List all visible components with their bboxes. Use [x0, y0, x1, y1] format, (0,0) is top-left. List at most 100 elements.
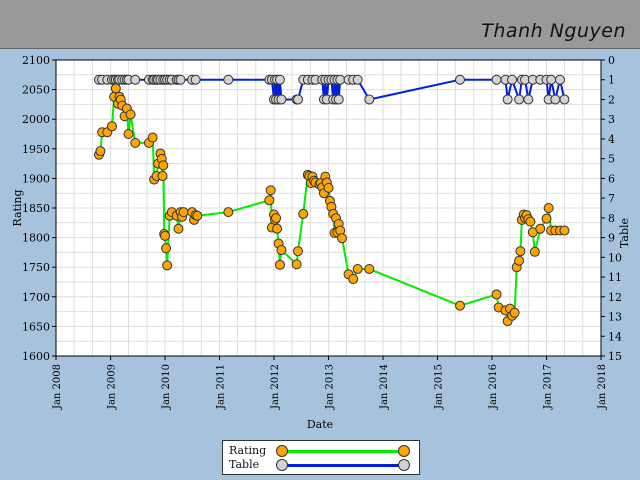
y-tick-label: 1600: [22, 350, 50, 363]
point-table: [292, 94, 303, 105]
y-tick-label: 1650: [22, 320, 50, 333]
point-rating: [173, 223, 184, 234]
point-rating: [292, 246, 303, 257]
legend-line-table: [281, 464, 403, 467]
y-axis-label: Rating: [11, 189, 24, 226]
point-rating: [95, 146, 106, 157]
point-rating: [559, 225, 570, 236]
x-tick-label: Jan 2016: [488, 364, 499, 410]
point-table: [550, 94, 561, 105]
point-table: [491, 74, 502, 85]
point-rating: [291, 259, 302, 270]
point-table: [274, 74, 285, 85]
point-table: [523, 94, 534, 105]
y2-tick-label: 12: [608, 291, 622, 304]
point-rating: [541, 213, 552, 224]
point-rating: [514, 255, 525, 266]
point-table: [175, 74, 186, 85]
point-rating: [178, 207, 189, 218]
point-rating: [535, 223, 546, 234]
legend-marker-table: [398, 459, 410, 471]
legend-marker-rating: [398, 445, 410, 457]
x-tick-label: Jan 2012: [270, 364, 281, 410]
point-rating: [323, 182, 334, 193]
x-tick-label: Jan 2009: [107, 364, 118, 410]
point-table: [335, 74, 346, 85]
legend-line-rating: [281, 450, 403, 453]
y-tick-label: 2000: [22, 113, 50, 126]
point-rating: [348, 274, 359, 285]
y-tick-label: 1750: [22, 261, 50, 274]
y2-tick-label: 1: [608, 74, 615, 87]
x-tick-label: Jan 2015: [433, 364, 444, 410]
point-rating: [130, 137, 141, 148]
legend-marker-rating: [276, 445, 288, 457]
point-rating: [106, 121, 117, 132]
point-rating: [274, 259, 285, 270]
y2-tick-label: 0: [608, 54, 615, 67]
series-line-rating: [98, 88, 565, 322]
y-tick-label: 1900: [22, 172, 50, 185]
y-tick-label: 1950: [22, 143, 50, 156]
point-rating: [491, 289, 502, 300]
point-rating: [160, 230, 171, 241]
y-tick-label: 1800: [22, 232, 50, 245]
y-tick-label: 2050: [22, 84, 50, 97]
point-rating: [276, 245, 287, 256]
point-rating: [147, 132, 158, 143]
legend-item-rating: Rating: [223, 444, 419, 458]
point-rating: [158, 160, 169, 171]
point-table: [554, 74, 565, 85]
point-rating: [162, 260, 173, 271]
y2-tick-label: 15: [608, 350, 622, 363]
x-tick-label: Jan 2014: [379, 364, 390, 410]
y2-tick-label: 14: [608, 330, 622, 343]
y-tick-label: 2100: [22, 54, 50, 67]
point-table: [276, 94, 287, 105]
legend-label-rating: Rating: [229, 444, 267, 457]
y2-axis-label: Table: [618, 218, 631, 248]
point-rating: [515, 246, 526, 257]
point-rating: [298, 208, 309, 219]
point-table: [559, 94, 570, 105]
point-table: [190, 74, 201, 85]
point-rating: [123, 129, 134, 139]
y2-tick-label: 9: [608, 232, 615, 245]
point-table: [502, 94, 513, 105]
point-rating: [364, 263, 375, 274]
legend-marker-table: [276, 459, 288, 471]
point-rating: [543, 203, 554, 213]
x-tick-label: Jan 2018: [597, 364, 608, 410]
x-tick-label: Jan 2013: [325, 364, 336, 410]
legend-label-table: Table: [229, 458, 260, 471]
point-table: [455, 74, 466, 85]
point-table: [507, 74, 518, 85]
x-tick-label: Jan 2010: [161, 364, 172, 410]
point-rating: [272, 223, 283, 234]
y2-tick-label: 11: [608, 271, 622, 284]
point-rating: [157, 171, 168, 182]
point-rating: [192, 210, 203, 221]
point-rating: [265, 185, 276, 196]
y-tick-label: 1700: [22, 291, 50, 304]
y2-tick-label: 4: [608, 133, 615, 146]
point-rating: [264, 195, 275, 206]
y2-tick-label: 7: [608, 192, 615, 205]
y2-tick-label: 6: [608, 172, 615, 185]
point-rating: [509, 307, 520, 318]
y2-tick-label: 10: [608, 251, 622, 264]
point-table: [130, 74, 141, 85]
x-tick-label: Jan 2008: [52, 364, 63, 410]
point-rating: [529, 246, 540, 257]
point-rating: [455, 300, 466, 311]
point-rating: [271, 213, 282, 224]
point-rating: [161, 243, 172, 254]
legend-item-table: Table: [223, 458, 419, 472]
point-table: [546, 74, 557, 85]
y2-tick-label: 13: [608, 311, 622, 324]
y2-tick-label: 3: [608, 113, 615, 126]
point-table: [364, 94, 375, 105]
player-name: Thanh Nguyen: [481, 20, 626, 42]
y2-tick-label: 2: [608, 93, 615, 106]
